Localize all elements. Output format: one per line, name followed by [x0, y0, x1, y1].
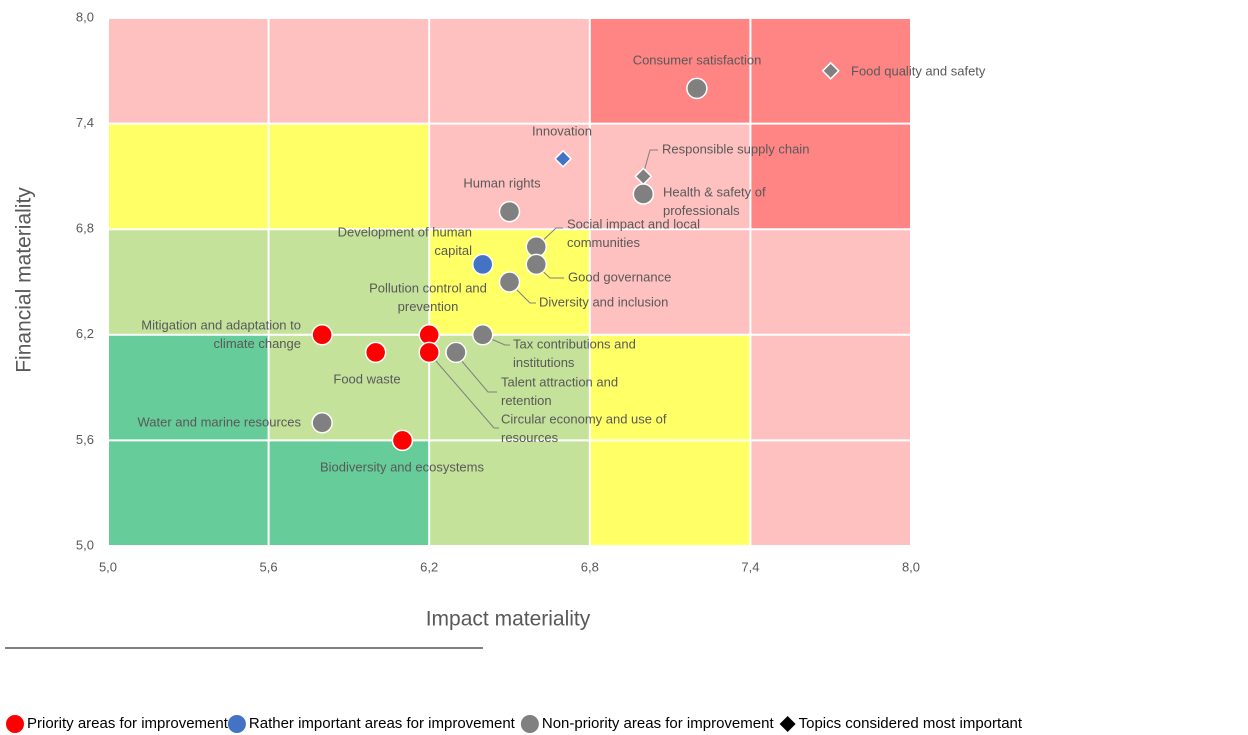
y-axis-label: Financial materiality	[13, 187, 36, 373]
point-label: Development of human	[338, 224, 472, 239]
point-label: resources	[501, 430, 559, 445]
y-tick-label: 7,4	[76, 115, 94, 130]
point-label: climate change	[214, 336, 301, 351]
point	[471, 253, 494, 276]
zone	[268, 334, 430, 441]
point-label: Consumer satisfaction	[633, 52, 762, 67]
legend-marker	[227, 715, 246, 733]
zone	[589, 229, 751, 335]
zone	[589, 18, 751, 124]
point-label: Food quality and safety	[851, 63, 986, 78]
zone	[750, 440, 911, 546]
point-label: Health & safety of	[663, 184, 766, 199]
x-tick-label: 6,2	[420, 559, 438, 574]
y-tick-label: 8,0	[76, 9, 94, 24]
x-tick-label: 8,0	[902, 559, 920, 574]
zone	[268, 18, 430, 124]
x-tick-label: 5,0	[99, 559, 117, 574]
zone	[108, 229, 269, 335]
zone	[589, 123, 751, 230]
point-label: Diversity and inclusion	[539, 294, 668, 309]
point	[686, 77, 708, 100]
point	[498, 200, 521, 223]
y-tick-label: 6,2	[76, 326, 94, 341]
point-label: communities	[567, 235, 640, 250]
zone	[108, 440, 269, 546]
point-label: Innovation	[532, 123, 592, 138]
point-label: professionals	[663, 203, 740, 218]
point-label: Food waste	[333, 371, 400, 386]
point-label: prevention	[398, 299, 459, 314]
point	[445, 341, 467, 364]
y-tick-label: 5,0	[76, 537, 94, 552]
zone	[589, 440, 751, 546]
x-tick-label: 6,8	[581, 559, 599, 574]
point-label: Talent attraction and	[501, 374, 618, 389]
y-tick-label: 6,8	[76, 221, 94, 236]
point-label: Good governance	[568, 269, 671, 284]
leader-line	[642, 149, 658, 176]
zone	[268, 229, 430, 335]
legend-label: Non-priority areas for improvement	[542, 715, 775, 732]
point	[498, 271, 521, 293]
point	[821, 61, 840, 80]
zone	[750, 123, 911, 230]
point	[471, 324, 494, 346]
point-label: Mitigation and adaptation to	[141, 317, 301, 332]
point-label: Water and marine resources	[137, 414, 301, 429]
zone	[429, 440, 590, 546]
x-tick-label: 7,4	[741, 559, 759, 574]
point-label: Social impact and local	[567, 216, 700, 231]
legend-marker	[6, 715, 24, 733]
leader-line	[428, 352, 499, 429]
point-label: Responsible supply chain	[662, 141, 809, 156]
x-axis-label: Impact materiality	[426, 608, 591, 631]
leader-line	[454, 352, 497, 393]
zone	[268, 440, 430, 546]
zone	[429, 18, 590, 124]
legend-marker	[779, 716, 796, 732]
legend-label: Priority areas for improvement	[27, 715, 229, 732]
zone	[108, 123, 269, 230]
point	[632, 183, 655, 205]
zone	[750, 334, 911, 441]
point-label: Human rights	[463, 175, 541, 190]
point-label: institutions	[513, 355, 575, 370]
point-label: Circular economy and use of	[501, 411, 667, 426]
point	[311, 324, 333, 346]
point-label: retention	[501, 393, 552, 408]
point-label: Pollution control and	[369, 280, 487, 295]
legend-marker	[520, 715, 539, 733]
point	[525, 253, 548, 276]
zone	[268, 123, 430, 230]
zone	[589, 334, 751, 441]
point	[418, 341, 440, 364]
point	[364, 341, 387, 364]
point-label: Biodiversity and ecosystems	[320, 459, 485, 474]
point-label: capital	[434, 243, 472, 258]
point	[311, 412, 333, 434]
legend-label: Rather important areas for improvement	[249, 715, 516, 732]
x-tick-label: 5,6	[260, 559, 278, 574]
point	[391, 429, 414, 452]
zone	[108, 18, 269, 124]
y-tick-label: 5,6	[76, 432, 94, 447]
zone	[108, 334, 269, 441]
point-label: Tax contributions and	[513, 336, 636, 351]
zone	[750, 229, 911, 335]
legend-label: Topics considered most important	[799, 715, 1023, 732]
point	[553, 149, 573, 168]
